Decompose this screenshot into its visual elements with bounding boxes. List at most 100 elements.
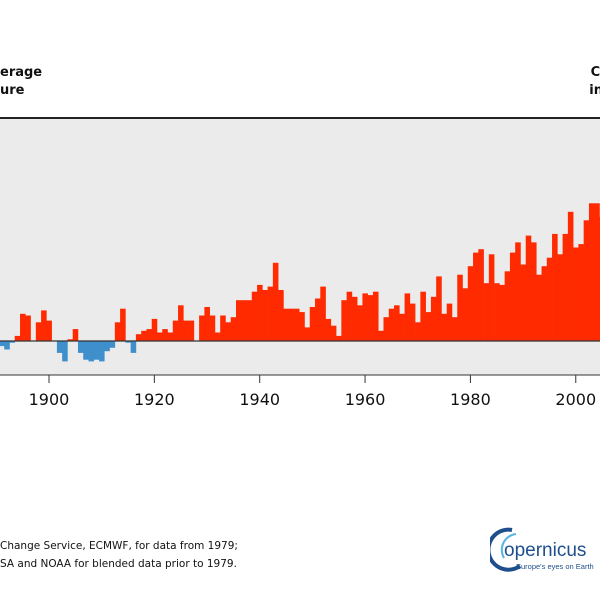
bar-1978	[457, 274, 463, 341]
bar-1907	[83, 341, 89, 360]
bar-1895	[20, 313, 26, 341]
bar-1917	[135, 334, 142, 341]
bar-1906	[77, 341, 84, 353]
bar-1994	[541, 266, 548, 341]
bar-1973	[430, 296, 437, 341]
bar-1932	[214, 332, 221, 341]
left-heading-line2: ure	[0, 83, 25, 98]
bar-1894	[14, 335, 21, 341]
bar-1925	[178, 305, 184, 341]
tick-label-2000: 2000	[555, 390, 596, 409]
right-heading-line1: Ch	[590, 65, 600, 80]
tick-label-1940: 1940	[239, 390, 280, 409]
bar-1995	[546, 257, 553, 341]
bar-1981	[473, 252, 479, 341]
bar-1997	[557, 254, 563, 341]
bar-1968	[404, 293, 411, 341]
bar-1951	[315, 298, 321, 341]
left-heading-line1: erage	[0, 65, 43, 80]
bar-1969	[409, 303, 416, 341]
bar-1985	[494, 283, 500, 341]
bar-1893	[9, 341, 16, 343]
bar-1926	[183, 320, 189, 341]
bar-1913	[114, 322, 121, 341]
bar-1922	[162, 329, 168, 341]
bar-1896	[25, 315, 31, 341]
bar-1984	[488, 254, 495, 341]
bar-1980	[467, 266, 474, 341]
bar-2002	[583, 220, 590, 341]
bar-1911	[104, 341, 110, 352]
bar-1948	[299, 312, 305, 341]
bar-1986	[499, 284, 505, 341]
bar-1947	[293, 308, 300, 341]
bar-1962	[372, 291, 379, 341]
bar-1899	[41, 310, 47, 341]
bar-1935	[230, 317, 237, 341]
bar-1970	[415, 322, 421, 341]
bar-1999	[567, 211, 574, 341]
bar-1965	[388, 308, 395, 341]
bar-1912	[109, 341, 116, 348]
bar-1957	[346, 291, 353, 341]
bar-1972	[425, 312, 432, 341]
source-line2: SA and NOAA for blended data prior to 19…	[0, 558, 237, 570]
logo-wordmark: opernicus	[504, 540, 586, 561]
bar-1908	[88, 341, 95, 362]
bar-1939	[251, 291, 258, 341]
temperature-bar-chart: 1900 1920 1940 1960 1980 2000	[0, 117, 600, 409]
bar-1946	[288, 308, 295, 341]
bar-1903	[62, 341, 68, 362]
tick-label-1900: 1900	[29, 390, 70, 409]
bar-1954	[330, 325, 337, 341]
bar-1952	[320, 286, 326, 341]
bar-1966	[394, 305, 400, 341]
bar-1977	[451, 317, 458, 341]
bar-1989	[515, 242, 521, 341]
bar-1936	[235, 300, 242, 341]
bar-1915	[125, 341, 131, 343]
tick-label-1960: 1960	[345, 390, 386, 409]
copernicus-logo: opernicus Europe's eyes on Earth	[486, 522, 600, 578]
source-line1: Change Service, ECMWF, for data from 197…	[0, 540, 238, 552]
bar-1988	[509, 252, 516, 341]
bar-1933	[220, 315, 226, 341]
bar-1927	[188, 320, 195, 341]
bar-1902	[56, 341, 63, 353]
bar-2004	[594, 203, 600, 341]
bar-1967	[399, 313, 405, 341]
bar-1979	[462, 288, 469, 341]
bar-1937	[241, 300, 247, 341]
bars	[0, 203, 600, 362]
bar-1921	[156, 332, 163, 341]
bar-1976	[446, 303, 453, 341]
bar-1955	[336, 335, 342, 341]
bar-2003	[588, 203, 595, 341]
bar-1934	[225, 322, 232, 341]
bar-1987	[504, 271, 511, 341]
bar-1996	[552, 233, 558, 341]
bar-1993	[536, 274, 542, 341]
bar-1949	[304, 327, 311, 341]
right-heading-line2: inc	[589, 83, 600, 98]
bar-1919	[146, 329, 153, 341]
bar-1991	[525, 235, 532, 341]
bar-2001	[578, 244, 584, 341]
bar-1950	[309, 307, 316, 341]
bar-1904	[67, 339, 73, 341]
bar-1992	[530, 242, 537, 341]
bar-1953	[325, 318, 332, 341]
logo-tagline: Europe's eyes on Earth	[516, 562, 594, 571]
bar-1964	[383, 317, 390, 341]
bar-1959	[357, 305, 363, 341]
bar-1930	[204, 307, 210, 341]
bar-1943	[272, 262, 279, 341]
bar-1942	[267, 286, 274, 341]
bar-1929	[199, 315, 205, 341]
bar-1924	[172, 320, 179, 341]
bar-1983	[483, 283, 490, 341]
bar-1892	[4, 341, 10, 350]
bar-1905	[72, 329, 79, 341]
bar-1982	[478, 249, 484, 341]
right-heading: Ch inc	[580, 64, 600, 100]
